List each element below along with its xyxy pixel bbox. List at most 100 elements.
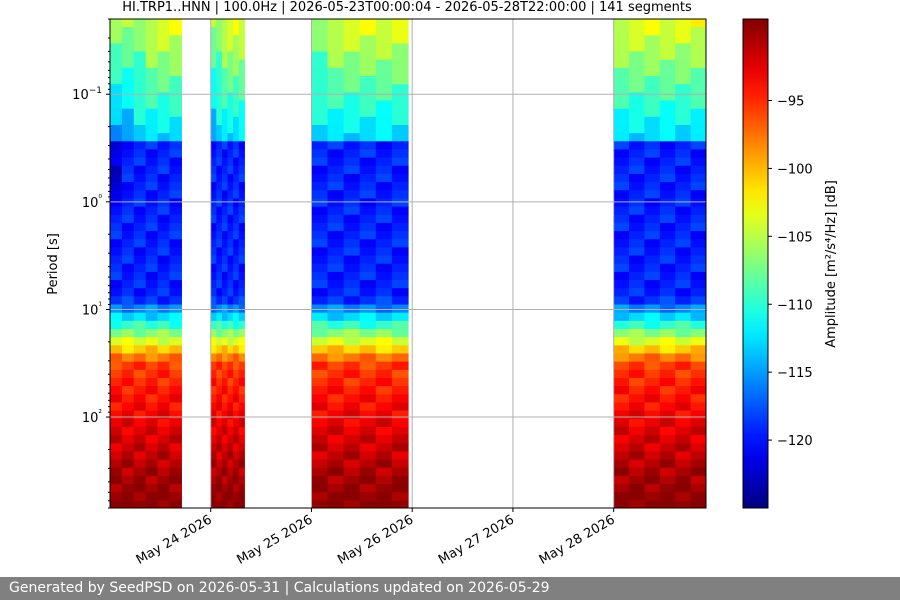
heatmap-cell <box>644 173 661 183</box>
heatmap-cell <box>375 418 393 428</box>
heatmap-cell <box>613 394 630 404</box>
heatmap-cell <box>221 320 229 330</box>
heatmap-cell <box>659 84 676 93</box>
heatmap-cell <box>169 459 182 469</box>
heatmap-cell <box>110 76 123 85</box>
x-tick-label: May 25 2026 <box>235 512 316 567</box>
heatmap-cell <box>659 198 676 208</box>
heatmap-cell <box>210 426 217 436</box>
heatmap-cell <box>359 353 377 363</box>
heatmap-cell <box>343 27 361 36</box>
heatmap-cell <box>221 214 229 224</box>
heatmap-cell <box>121 35 135 44</box>
heatmap-cell <box>613 27 630 36</box>
heatmap-cell <box>311 92 329 102</box>
heatmap-cell <box>233 157 240 167</box>
heatmap-cell <box>343 19 361 28</box>
heatmap-cell <box>221 353 229 363</box>
heatmap-cell <box>327 124 345 134</box>
heatmap-cell <box>133 304 147 314</box>
heatmap-cell <box>110 353 123 363</box>
heatmap-cell <box>375 386 393 395</box>
heatmap-cell <box>644 165 661 175</box>
heatmap-cell <box>690 500 706 508</box>
heatmap-cell <box>233 386 240 395</box>
heatmap-cell <box>216 182 223 191</box>
heatmap-cell <box>375 141 393 151</box>
heatmap-cell <box>675 312 692 322</box>
heatmap-cell <box>391 92 409 102</box>
heatmap-cell <box>233 214 240 224</box>
heatmap-cell <box>343 459 361 469</box>
heatmap-cell <box>227 43 234 53</box>
heatmap-cell <box>157 133 171 142</box>
heatmap-cell <box>121 337 135 346</box>
heatmap-cell <box>110 492 123 501</box>
heatmap-cell <box>359 198 377 208</box>
heatmap-cell <box>238 296 245 306</box>
heatmap-cell <box>133 361 147 371</box>
heatmap-cell <box>169 410 182 420</box>
heatmap-cell <box>169 116 182 126</box>
heatmap-cell <box>629 231 646 240</box>
heatmap-cell <box>238 116 245 126</box>
heatmap-cell <box>133 255 147 265</box>
heatmap-cell <box>110 108 123 118</box>
heatmap-cell <box>311 214 329 224</box>
heatmap-cell <box>238 173 245 183</box>
heatmap-cell <box>157 361 171 371</box>
heatmap-cell <box>216 451 223 461</box>
heatmap-cell <box>157 157 171 167</box>
heatmap-cell <box>157 43 171 53</box>
heatmap-cell <box>311 402 329 412</box>
heatmap-cell <box>238 312 245 322</box>
heatmap-cell <box>221 312 229 322</box>
heatmap-cell <box>121 451 135 461</box>
heatmap-cell <box>227 255 234 265</box>
heatmap-cell <box>157 182 171 191</box>
heatmap-cell <box>375 377 393 387</box>
heatmap-cell <box>227 190 234 200</box>
heatmap-cell <box>169 157 182 167</box>
heatmap-cell <box>145 263 159 273</box>
heatmap-cell <box>110 296 123 306</box>
heatmap-cell <box>343 492 361 501</box>
heatmap-cell <box>375 369 393 379</box>
colorbar-tick-label: −110 <box>777 298 813 313</box>
heatmap-cell <box>690 108 706 118</box>
heatmap-cell <box>327 353 345 363</box>
heatmap-cell <box>210 100 217 110</box>
heatmap-cell <box>216 222 223 232</box>
heatmap-cell <box>169 255 182 265</box>
heatmap-cell <box>221 247 229 257</box>
heatmap-cell <box>210 263 217 273</box>
colorbar-tick-label: −115 <box>777 366 813 381</box>
heatmap-cell <box>327 51 345 61</box>
heatmap-cell <box>145 214 159 224</box>
y-tick-label: 10⁰ <box>82 194 103 211</box>
heatmap-cell <box>145 51 159 61</box>
heatmap-cell <box>133 165 147 175</box>
heatmap-cell <box>133 394 147 404</box>
heatmap-cell <box>675 345 692 355</box>
heatmap-cell <box>391 484 409 493</box>
heatmap-cell <box>227 165 234 175</box>
heatmap-cell <box>629 280 646 289</box>
heatmap-cell <box>690 475 706 485</box>
heatmap-cell <box>121 124 135 134</box>
heatmap-cell <box>233 320 240 330</box>
heatmap-cell <box>169 222 182 232</box>
heatmap-cell <box>157 206 171 216</box>
heatmap-cell <box>311 328 329 338</box>
heatmap-cell <box>644 35 661 44</box>
heatmap-cell <box>133 280 147 289</box>
heatmap-cell <box>133 410 147 420</box>
heatmap-cell <box>675 67 692 77</box>
heatmap-cell <box>659 247 676 257</box>
heatmap-cell <box>659 182 676 191</box>
heatmap-cell <box>169 108 182 118</box>
heatmap-cell <box>375 100 393 110</box>
heatmap-cell <box>169 320 182 330</box>
heatmap-cell <box>629 116 646 126</box>
heatmap-cell <box>613 271 630 281</box>
